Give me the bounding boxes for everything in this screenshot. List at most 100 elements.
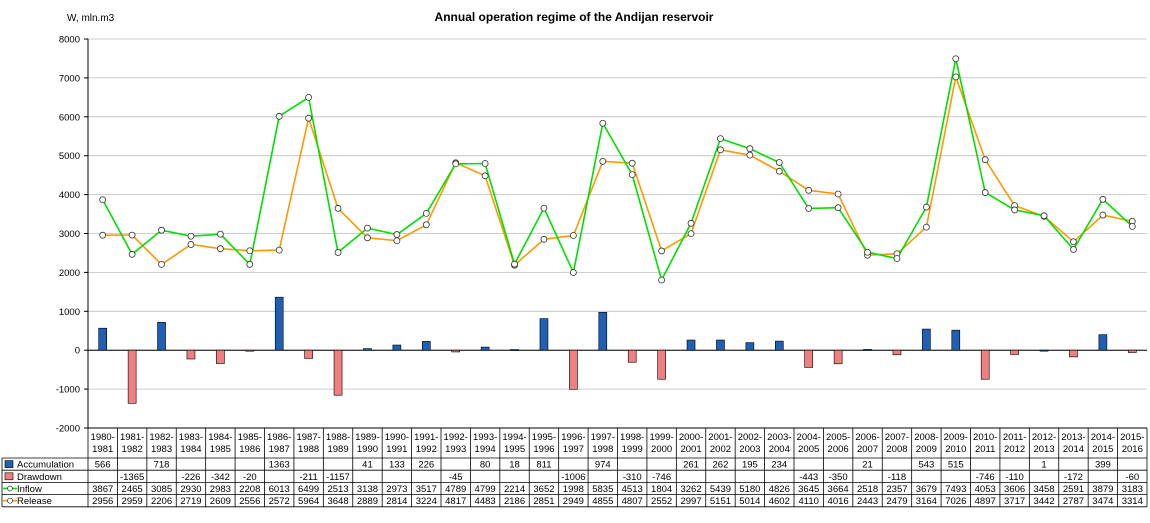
accumulation-legend-swatch (4, 460, 14, 468)
accumulation-bar (745, 342, 755, 351)
inflow-value: 3138 (357, 484, 378, 495)
drawdown-value: -310 (623, 472, 642, 483)
inflow-point (1099, 195, 1107, 203)
accumulation-bar (922, 328, 931, 351)
inflow-point (275, 112, 283, 120)
drawdown-bar (1010, 349, 1019, 355)
release-value: 2552 (651, 496, 672, 507)
release-line (102, 73, 1133, 267)
x-tick-label: 2010 (945, 444, 966, 455)
x-tick-label: 2014- (1091, 432, 1115, 443)
inflow-point (952, 55, 960, 63)
accumulation-bar (716, 339, 725, 351)
y-axis-ticks: -2000 -1000 0 1000 2000 3000 4000 5000 6000 7000 8… (56, 35, 88, 435)
y-tick-label: -1000 (56, 385, 80, 396)
data-table: 1980-1981 1981-1982 1982-1983 1983-1984 1984… (1, 427, 1148, 507)
inflow-point (981, 189, 989, 196)
accumulation-bar (598, 312, 608, 351)
x-tick-label: 2013 (1033, 444, 1054, 455)
accumulation-bar (539, 318, 549, 351)
x-tick-label: 2000 (651, 444, 672, 455)
x-tick-label: 2013- (1061, 432, 1085, 443)
drawdown-value: -746 (652, 472, 671, 483)
inflow-point (1040, 212, 1048, 220)
x-tick-label: 1985- (238, 432, 262, 443)
release-point (216, 245, 224, 253)
release-point (628, 159, 636, 167)
x-tick-label: 1999 (622, 444, 643, 455)
release-point (952, 73, 960, 81)
release-value: 2814 (386, 496, 407, 507)
accumulation-bar (1039, 349, 1049, 352)
y-tick-label: 3000 (59, 229, 80, 240)
x-tick-label: 1990- (385, 432, 409, 443)
inflow-value: 4799 (475, 484, 496, 495)
inflow-value: 3664 (828, 484, 849, 495)
accumulation-bar (274, 296, 284, 351)
x-tick-label: 1990 (357, 444, 378, 455)
x-tick-label: 1989 (327, 444, 348, 455)
drawdown-value: -1006 (561, 472, 585, 483)
bars-layer (98, 296, 1137, 404)
drawdown-bar (569, 349, 578, 390)
inflow-point (599, 119, 607, 127)
accumulation-value: 18 (509, 460, 520, 471)
inflow-value: 3517 (416, 484, 437, 495)
inflow-value: 4053 (975, 484, 996, 495)
release-value: 4897 (975, 496, 996, 507)
accumulation-value: 41 (362, 460, 373, 471)
x-tick-label: 1997- (591, 432, 615, 443)
inflow-point (393, 231, 401, 238)
release-point (687, 230, 695, 238)
inflow-value: 2357 (886, 484, 907, 495)
y-tick-label: 1000 (59, 307, 80, 318)
inflow-point (1070, 246, 1077, 253)
inflow-point (893, 255, 901, 262)
release-value: 2479 (886, 496, 907, 507)
inflow-value: 5835 (592, 484, 613, 495)
accumulation-value: 811 (536, 460, 551, 471)
release-value: 3648 (327, 496, 348, 507)
release-value: 2997 (680, 496, 701, 507)
inflow-value: 3645 (798, 484, 819, 495)
drawdown-bar (186, 349, 196, 360)
inflow-value: 3679 (916, 484, 937, 495)
inflow-point (834, 204, 842, 212)
drawdown-value: -226 (181, 472, 200, 483)
release-point (981, 156, 989, 164)
x-tick-label: 1991 (386, 444, 407, 455)
x-tick-label: 2015- (1120, 432, 1144, 443)
x-tick-label: 1992 (416, 444, 437, 455)
inflow-value: 5180 (739, 484, 760, 495)
release-value: 3224 (416, 496, 437, 507)
accumulation-bar (863, 349, 872, 351)
release-point (158, 260, 165, 268)
x-tick-label: 2002- (738, 432, 762, 443)
y-tick-label: 5000 (59, 151, 80, 162)
x-tick-label: 1994- (502, 432, 526, 443)
drawdown-value: -350 (829, 472, 848, 483)
accumulation-value: 566 (95, 460, 111, 471)
drawdown-value: -45 (449, 472, 463, 483)
inflow-value: 5439 (710, 484, 731, 495)
drawdown-bar (627, 349, 637, 363)
x-tick-label: 2010- (973, 432, 997, 443)
accumulation-bar (363, 348, 372, 351)
x-tick-label: 1989- (355, 432, 379, 443)
drawdown-bar (127, 349, 137, 404)
inflow-value: 4826 (769, 484, 790, 495)
release-point (834, 190, 842, 198)
x-tick-label: 1987 (269, 444, 290, 455)
inflow-point (540, 204, 548, 212)
inflow-value: 2465 (122, 484, 143, 495)
accumulation-value: 399 (1095, 460, 1111, 471)
y-tick-label: 6000 (59, 112, 80, 123)
inflow-point (805, 205, 813, 212)
x-tick-label: 1996- (561, 432, 585, 443)
inflow-point (452, 160, 460, 168)
x-tick-label: 1983- (179, 432, 203, 443)
x-tick-label: 1981- (120, 432, 144, 443)
drawdown-value: -1157 (326, 472, 350, 483)
y-tick-label: 2000 (59, 268, 80, 279)
x-tick-label: 2011 (975, 444, 995, 455)
